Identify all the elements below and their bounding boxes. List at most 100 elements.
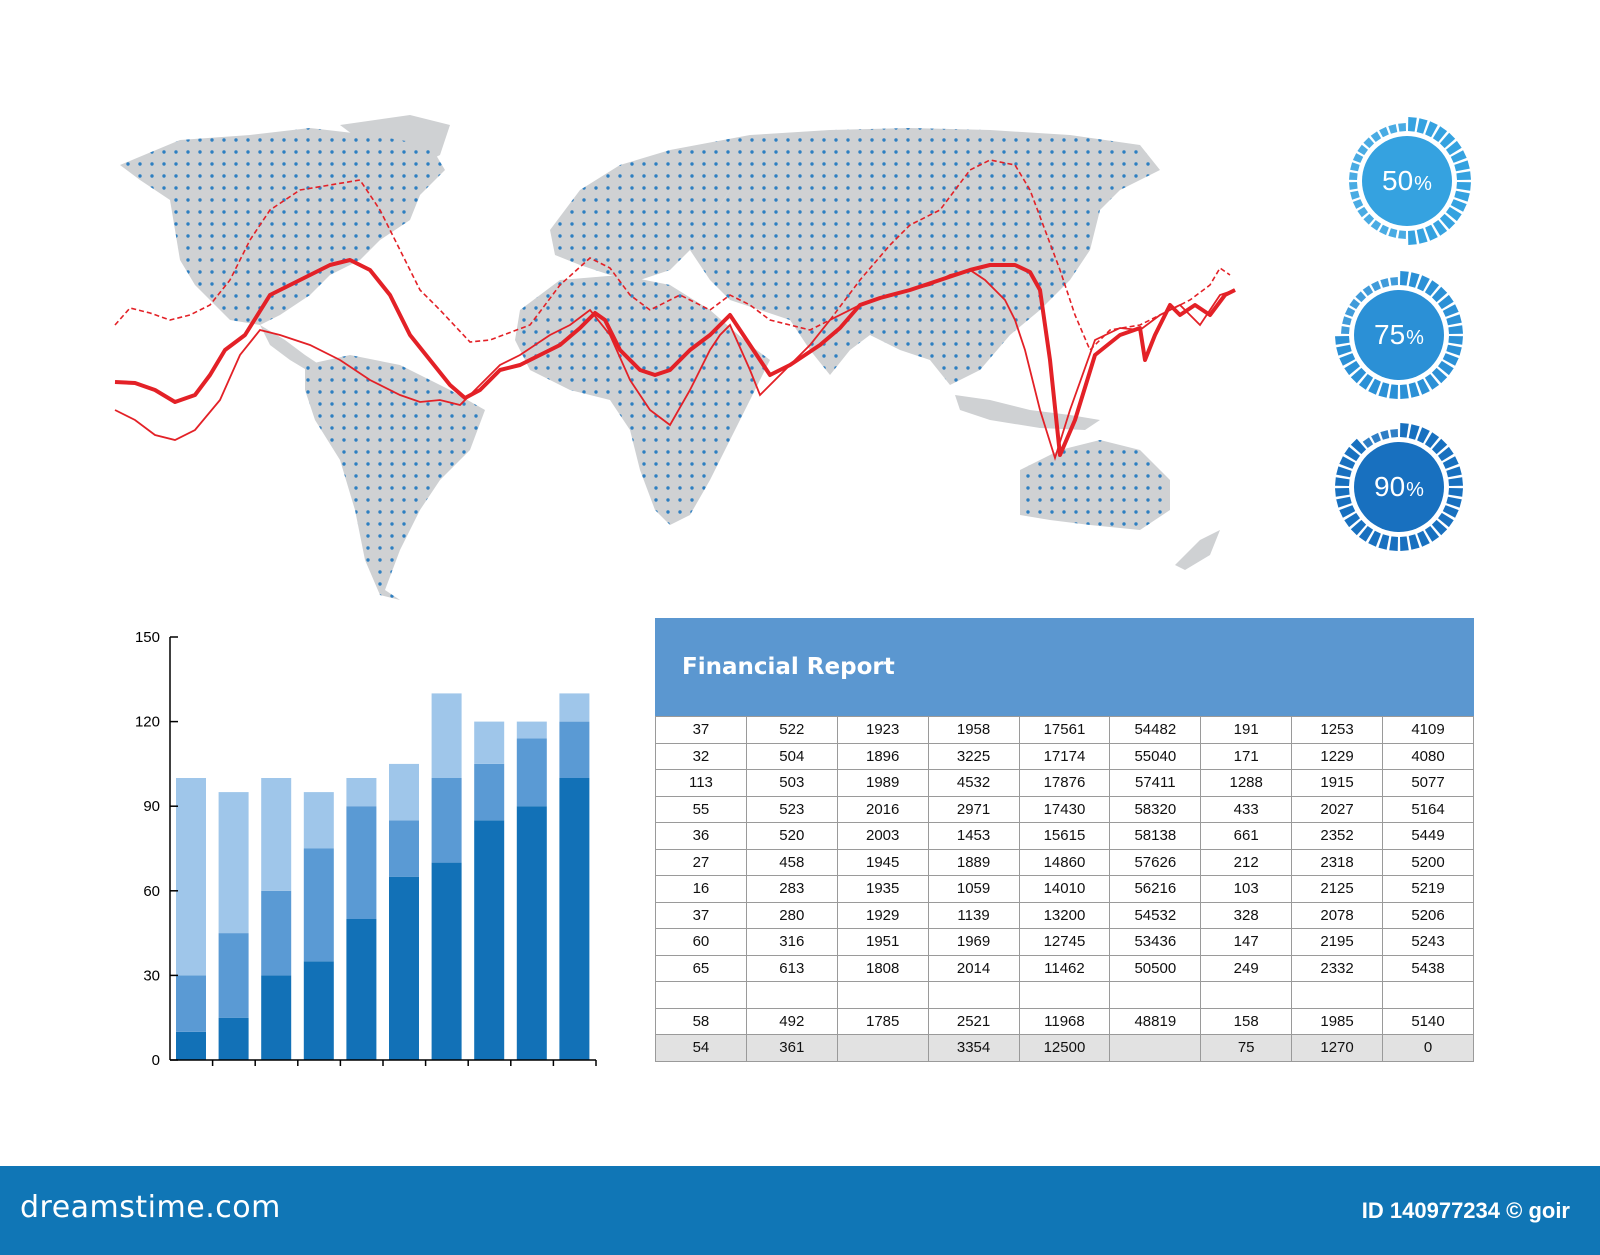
table-cell: 17430 <box>1018 795 1111 823</box>
gauge-segment <box>1450 150 1467 163</box>
bar-segment <box>559 721 590 778</box>
gauge-segment <box>1424 432 1440 448</box>
table-cell <box>1382 981 1474 1009</box>
table-row: 37 522 1923 1958 17561 54482 191 1253 4109 <box>655 716 1474 744</box>
gauge-segment <box>1350 438 1367 455</box>
table-row: 36 520 2003 1453 15615 58138 661 2352 5449 <box>655 822 1474 850</box>
table-row <box>655 981 1474 1009</box>
table-cell: 1889 <box>927 848 1020 876</box>
table-cell: 328 <box>1200 901 1293 929</box>
table-cell: 65 <box>655 954 747 982</box>
gauge-segment <box>1368 378 1381 395</box>
gauge-segment <box>1349 182 1358 190</box>
gauge-segment <box>1448 325 1463 334</box>
gauge-segment <box>1408 230 1417 245</box>
table-row: 55 523 2016 2971 17430 58320 433 2027 5164 <box>655 795 1474 823</box>
bar-segment <box>346 778 377 807</box>
gauge-segment <box>1390 429 1398 438</box>
bar-segment <box>218 792 249 934</box>
table-cell <box>1109 981 1202 1009</box>
table-cell: 54532 <box>1109 901 1202 929</box>
table-cell: 36 <box>655 822 747 850</box>
gauge-segment <box>1398 230 1406 239</box>
table-cell: 113 <box>655 769 747 797</box>
gauge-segment <box>1448 488 1463 497</box>
table-cell: 2003 <box>836 822 929 850</box>
table-cell: 171 <box>1200 742 1293 770</box>
table-cell <box>1200 981 1293 1009</box>
gauge-segment <box>1363 213 1375 225</box>
table-cell: 2352 <box>1291 822 1383 850</box>
gauge-segment <box>1352 153 1364 163</box>
bar-segment <box>303 961 334 1060</box>
gauge-segment <box>1350 162 1360 172</box>
table-cell: 5077 <box>1382 769 1474 797</box>
bar-segment <box>474 721 505 764</box>
gauge-segment <box>1417 427 1430 444</box>
continent-new-zealand <box>1175 530 1220 570</box>
world-map <box>114 115 1236 600</box>
gauge-segment <box>1442 304 1459 317</box>
gauge-segment <box>1350 367 1367 384</box>
gauge-segment <box>1358 526 1374 542</box>
report-title: Financial Report <box>682 654 895 680</box>
table-cell: 2195 <box>1291 928 1383 956</box>
bar-segment <box>261 890 292 976</box>
gauge-segment <box>1448 477 1463 486</box>
table-cell: 5140 <box>1382 1007 1474 1035</box>
table-cell: 2014 <box>927 954 1020 982</box>
table-cell: 11462 <box>1018 954 1111 982</box>
gauge-segment <box>1446 140 1462 156</box>
gauge-segment <box>1432 126 1448 142</box>
bar-segment <box>176 975 206 1032</box>
table-cell: 14860 <box>1018 848 1111 876</box>
table-cell: 1929 <box>836 901 929 929</box>
gauge-segment <box>1341 326 1350 334</box>
bar-segment <box>346 919 377 1060</box>
table-cell: 283 <box>745 875 838 903</box>
gauge-segment <box>1439 132 1456 149</box>
table-cell: 5200 <box>1382 848 1474 876</box>
table-cell: 522 <box>745 716 838 744</box>
table-cell: 1989 <box>836 769 929 797</box>
bar-segment <box>389 820 419 877</box>
table-cell: 5164 <box>1382 795 1474 823</box>
table-cell <box>1109 1034 1202 1062</box>
gauge-segment <box>1349 172 1358 180</box>
table-cell: 1229 <box>1291 742 1383 770</box>
gauge-segment <box>1417 378 1430 395</box>
table-cell: 5449 <box>1382 822 1474 850</box>
gauge-75: 75% <box>1334 270 1464 400</box>
table-cell: 3225 <box>927 742 1020 770</box>
gauge-segment <box>1344 360 1360 376</box>
bar-segment <box>516 738 547 807</box>
gauge-segment <box>1379 126 1389 138</box>
table-cell: 2971 <box>927 795 1020 823</box>
bar-segment <box>218 1017 249 1060</box>
gauge-unit: % <box>1414 172 1432 195</box>
bar-segment <box>516 721 547 739</box>
table-cell: 1969 <box>927 928 1020 956</box>
table-cell: 458 <box>745 848 838 876</box>
gauge-segment <box>1442 505 1459 518</box>
table-cell <box>836 981 929 1009</box>
table-cell: 27 <box>655 848 747 876</box>
table-cell: 17876 <box>1018 769 1111 797</box>
gauge-center <box>1354 290 1444 380</box>
bar-segment <box>431 693 462 778</box>
table-row: 60 316 1951 1969 12745 53436 147 2195 5243 <box>655 928 1474 956</box>
table-cell: 1808 <box>836 954 929 982</box>
bar-segment <box>474 820 505 1060</box>
gauge-segment <box>1371 432 1381 444</box>
table-cell: 1935 <box>836 875 929 903</box>
gauge-segment <box>1335 336 1350 345</box>
bar-segment <box>389 763 419 821</box>
table-cell: 50500 <box>1109 954 1202 982</box>
gauge-segment <box>1408 272 1420 288</box>
table-cell: 48819 <box>1109 1007 1202 1035</box>
gauge-segment <box>1378 534 1390 550</box>
brand-logo: dreamstime.com <box>20 1190 281 1225</box>
table-cell <box>745 981 838 1009</box>
table-cell <box>927 981 1020 1009</box>
gauge-segment <box>1358 374 1374 390</box>
